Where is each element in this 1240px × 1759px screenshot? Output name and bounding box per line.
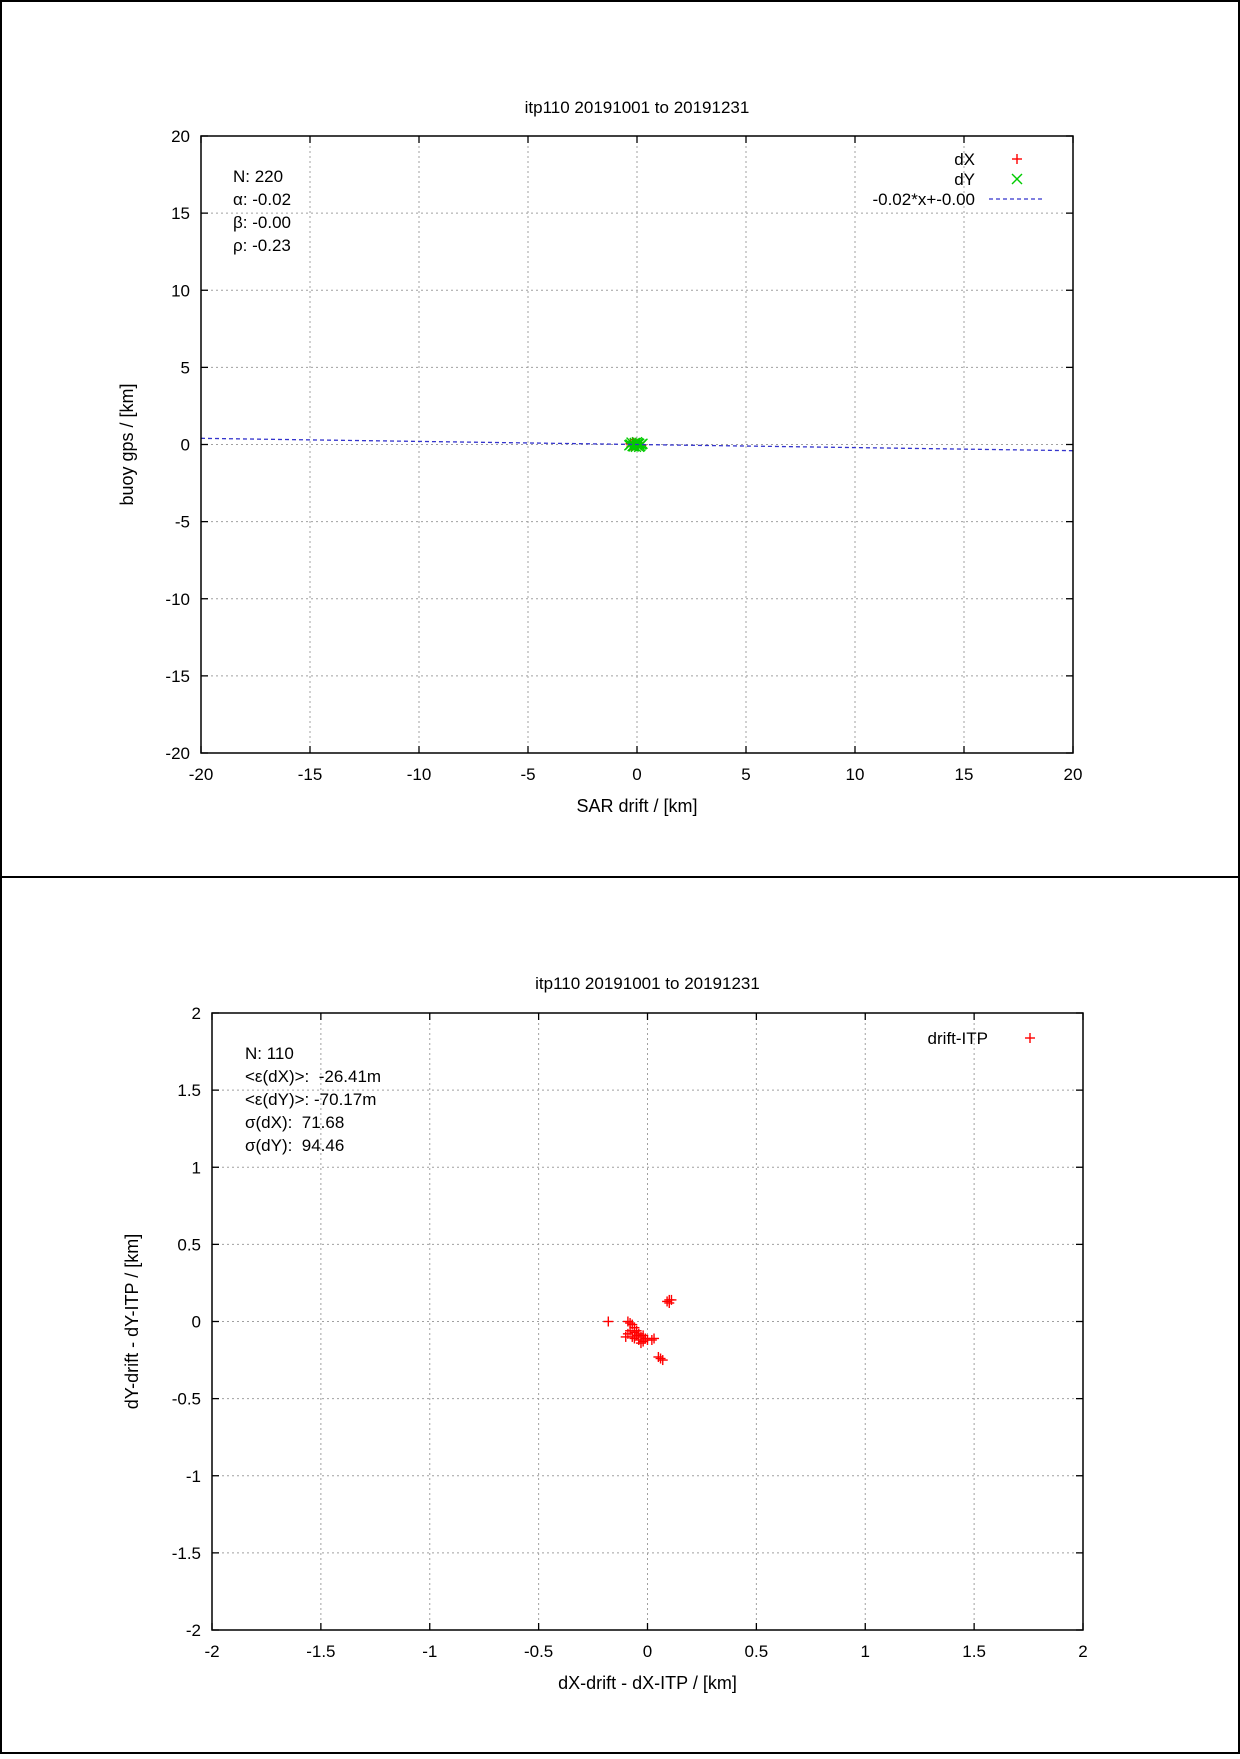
plus-marker-point [635, 1331, 646, 1342]
y-tick-label: -15 [165, 667, 190, 686]
marker-stroke [633, 441, 645, 453]
marker-stroke [1011, 173, 1023, 185]
x-tick-label: -20 [189, 765, 214, 784]
stats-annotation: N: 220 [233, 167, 283, 186]
x-tick-label: 5 [741, 765, 750, 784]
y-tick-label: 10 [171, 281, 190, 300]
chart-title: itp110 20191001 to 20191231 [535, 974, 760, 993]
plus-marker-point [662, 1296, 673, 1307]
y-tick-label: 15 [171, 204, 190, 223]
y-tick-label: 0 [192, 1313, 201, 1332]
x-tick-label: -1 [422, 1642, 437, 1661]
plus-marker-point [627, 1331, 638, 1342]
legend-cross-marker [1011, 173, 1023, 185]
legend-plus-marker [1012, 154, 1022, 164]
stats-annotation: <ε(dY)>: -70.17m [245, 1090, 376, 1109]
y-tick-label: -1.5 [172, 1544, 201, 1563]
y-tick-label: -10 [165, 590, 190, 609]
y-tick-label: 2 [192, 1004, 201, 1023]
chart-panel-top: itp110 20191001 to 20191231 -20 -15 -10 -5 0 5… [117, 98, 1082, 816]
y-tick-label: -1 [186, 1467, 201, 1486]
legend-label: -0.02*x+-0.00 [872, 190, 975, 209]
x-axis-label: SAR drift / [km] [576, 796, 697, 816]
chart-title: itp110 20191001 to 20191231 [525, 98, 750, 117]
x-tick-label: -15 [298, 765, 323, 784]
plot-series [603, 1294, 677, 1366]
plot-frame [211, 1012, 1084, 1631]
stats-annotation: σ(dX): 71.68 [245, 1113, 344, 1132]
marker-stroke [623, 439, 635, 451]
plus-marker-point [649, 1333, 660, 1344]
legend-label: dY [954, 170, 975, 189]
cross-marker-point [630, 441, 642, 453]
legend-label: drift-ITP [928, 1029, 988, 1048]
x-tick-label: -10 [407, 765, 432, 784]
x-axis-label: dX-drift - dX-ITP / [km] [558, 1673, 737, 1693]
plot-frame [200, 135, 1074, 754]
y-tick-label: -2 [186, 1621, 201, 1640]
cross-marker-point [633, 441, 645, 453]
legend-plus-marker [1025, 1033, 1035, 1043]
plus-marker-point [646, 1335, 657, 1346]
legend-label: dX [954, 150, 975, 169]
x-tick-label: 1.5 [962, 1642, 986, 1661]
x-tick-label: 2 [1078, 1642, 1087, 1661]
stats-annotation: <ε(dX)>: -26.41m [245, 1067, 381, 1086]
y-tick-label: 20 [171, 127, 190, 146]
y-axis-label: buoy gps / [km] [117, 383, 137, 505]
stats-annotation: ρ: -0.23 [233, 236, 291, 255]
y-tick-label: -20 [165, 744, 190, 763]
y-axis-label: dY-drift - dY-ITP / [km] [122, 1234, 142, 1409]
marker-stroke [630, 441, 642, 453]
stats-annotation: β: -0.00 [233, 213, 291, 232]
y-tick-label: -5 [175, 513, 190, 532]
plus-marker-point [638, 1330, 649, 1341]
y-tick-label: 1 [192, 1158, 201, 1177]
plot-series [201, 436, 1073, 453]
y-tick-label: -0.5 [172, 1390, 201, 1409]
x-tick-label: -5 [520, 765, 535, 784]
plus-marker-point [655, 1353, 666, 1364]
y-tick-label: 1.5 [177, 1081, 201, 1100]
fit-line [201, 437, 1073, 452]
y-tick-label: 0.5 [177, 1235, 201, 1254]
x-tick-label: 0.5 [745, 1642, 769, 1661]
y-tick-label: 5 [181, 358, 190, 377]
stats-annotation: N: 110 [245, 1044, 294, 1063]
y-tick-label: 0 [181, 436, 190, 455]
chart-panel-bottom: itp110 20191001 to 20191231 -2 -1.5 -1 -0.5 0… [122, 974, 1088, 1693]
x-tick-label: 1 [861, 1642, 870, 1661]
plus-marker-point [629, 1333, 640, 1344]
stats-annotation: σ(dY): 94.46 [245, 1136, 344, 1155]
x-tick-label: -1.5 [306, 1642, 335, 1661]
x-tick-label: 15 [955, 765, 974, 784]
x-tick-label: 20 [1064, 765, 1083, 784]
x-tick-label: -0.5 [524, 1642, 553, 1661]
plus-marker-point [603, 1316, 614, 1327]
cross-marker-point [623, 439, 635, 451]
x-tick-label: 0 [643, 1642, 652, 1661]
plus-marker-point [657, 1355, 668, 1366]
x-tick-label: 10 [846, 765, 865, 784]
x-tick-label: -2 [204, 1642, 219, 1661]
stats-annotation: α: -0.02 [233, 190, 291, 209]
plus-marker-point [664, 1297, 675, 1308]
x-tick-label: 0 [632, 765, 641, 784]
